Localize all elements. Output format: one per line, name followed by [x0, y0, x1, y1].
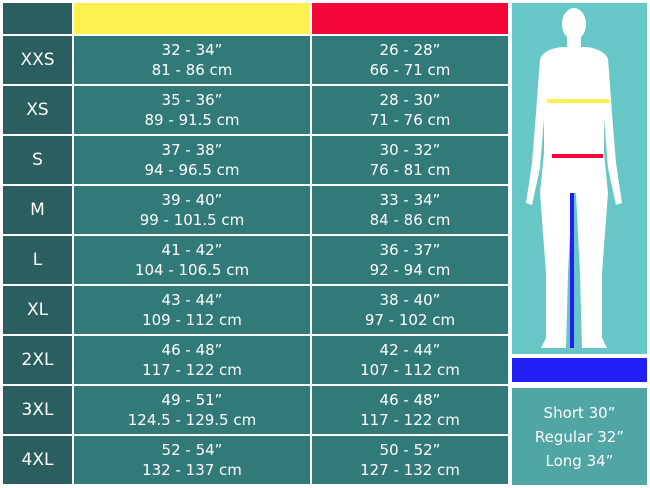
inseam-line [570, 193, 574, 348]
waist-inches: 50 - 52” [379, 441, 441, 459]
inseam-short: Short 30” [543, 403, 616, 422]
chest-inches: 32 - 34” [161, 41, 223, 59]
waist-line [552, 154, 603, 158]
chest-inches: 46 - 48” [161, 341, 223, 359]
waist-cell: 26 - 28” 66 - 71 cm [312, 36, 508, 84]
chest-cm: 124.5 - 129.5 cm [127, 411, 257, 429]
chest-inches: 43 - 44” [161, 291, 223, 309]
waist-cell: 28 - 30” 71 - 76 cm [312, 86, 508, 134]
waist-cm: 127 - 132 cm [360, 461, 460, 479]
chest-cm: 99 - 101.5 cm [139, 211, 245, 229]
waist-cm: 71 - 76 cm [369, 111, 451, 129]
waist-inches: 38 - 40” [379, 291, 441, 309]
size-label: 4XL [3, 436, 72, 484]
waist-inches: 30 - 32” [379, 141, 441, 159]
size-label: S [3, 136, 72, 184]
corner-cell [3, 3, 72, 34]
chest-line [547, 99, 609, 103]
body-figure [512, 3, 647, 354]
chest-cm: 109 - 112 cm [142, 311, 242, 329]
chest-cm: 117 - 122 cm [142, 361, 242, 379]
chest-inches: 39 - 40” [161, 191, 223, 209]
chest-cell: 41 - 42” 104 - 106.5 cm [74, 236, 310, 284]
waist-cm: 66 - 71 cm [369, 61, 451, 79]
waist-cell: 46 - 48” 117 - 122 cm [312, 386, 508, 434]
waist-inches: 36 - 37” [379, 241, 441, 259]
waist-cm: 117 - 122 cm [360, 411, 460, 429]
chest-cm: 89 - 91.5 cm [144, 111, 240, 129]
chest-cm: 132 - 137 cm [142, 461, 242, 479]
waist-inches: 26 - 28” [379, 41, 441, 59]
waist-cell: 36 - 37” 92 - 94 cm [312, 236, 508, 284]
waist-cm: 84 - 86 cm [369, 211, 451, 229]
waist-header-color [312, 3, 508, 34]
size-label: XXS [3, 36, 72, 84]
chest-inches: 41 - 42” [161, 241, 223, 259]
inseam-long: Long 34” [545, 451, 614, 470]
waist-cm: 92 - 94 cm [369, 261, 451, 279]
waist-cm: 107 - 112 cm [360, 361, 460, 379]
chest-cell: 32 - 34” 81 - 86 cm [74, 36, 310, 84]
chest-cell: 39 - 40” 99 - 101.5 cm [74, 186, 310, 234]
chest-cm: 104 - 106.5 cm [134, 261, 250, 279]
size-label: 2XL [3, 336, 72, 384]
chest-cell: 52 - 54” 132 - 137 cm [74, 436, 310, 484]
waist-inches: 46 - 48” [379, 391, 441, 409]
waist-cell: 30 - 32” 76 - 81 cm [312, 136, 508, 184]
chest-inches: 37 - 38” [161, 141, 223, 159]
chest-cell: 43 - 44” 109 - 112 cm [74, 286, 310, 334]
chest-inches: 35 - 36” [161, 91, 223, 109]
chest-cell: 46 - 48” 117 - 122 cm [74, 336, 310, 384]
inseam-lengths: Short 30” Regular 32” Long 34” [512, 388, 647, 485]
waist-cell: 42 - 44” 107 - 112 cm [312, 336, 508, 384]
waist-inches: 33 - 34” [379, 191, 441, 209]
waist-cell: 50 - 52” 127 - 132 cm [312, 436, 508, 484]
chest-cm: 81 - 86 cm [151, 61, 233, 79]
size-label: M [3, 186, 72, 234]
size-label: L [3, 236, 72, 284]
chest-cell: 35 - 36” 89 - 91.5 cm [74, 86, 310, 134]
waist-inches: 42 - 44” [379, 341, 441, 359]
chest-header-color [74, 3, 310, 34]
size-label: XS [3, 86, 72, 134]
inseam-regular: Regular 32” [534, 427, 625, 446]
waist-inches: 28 - 30” [379, 91, 441, 109]
human-silhouette-icon [526, 8, 622, 348]
waist-cell: 38 - 40” 97 - 102 cm [312, 286, 508, 334]
waist-cm: 76 - 81 cm [369, 161, 451, 179]
chest-inches: 52 - 54” [161, 441, 223, 459]
waist-cell: 33 - 34” 84 - 86 cm [312, 186, 508, 234]
chest-inches: 49 - 51” [161, 391, 223, 409]
chest-cell: 49 - 51” 124.5 - 129.5 cm [74, 386, 310, 434]
size-label: XL [3, 286, 72, 334]
size-label: 3XL [3, 386, 72, 434]
waist-cm: 97 - 102 cm [364, 311, 456, 329]
chest-cm: 94 - 96.5 cm [144, 161, 240, 179]
inseam-color-bar [512, 358, 647, 382]
chest-cell: 37 - 38” 94 - 96.5 cm [74, 136, 310, 184]
